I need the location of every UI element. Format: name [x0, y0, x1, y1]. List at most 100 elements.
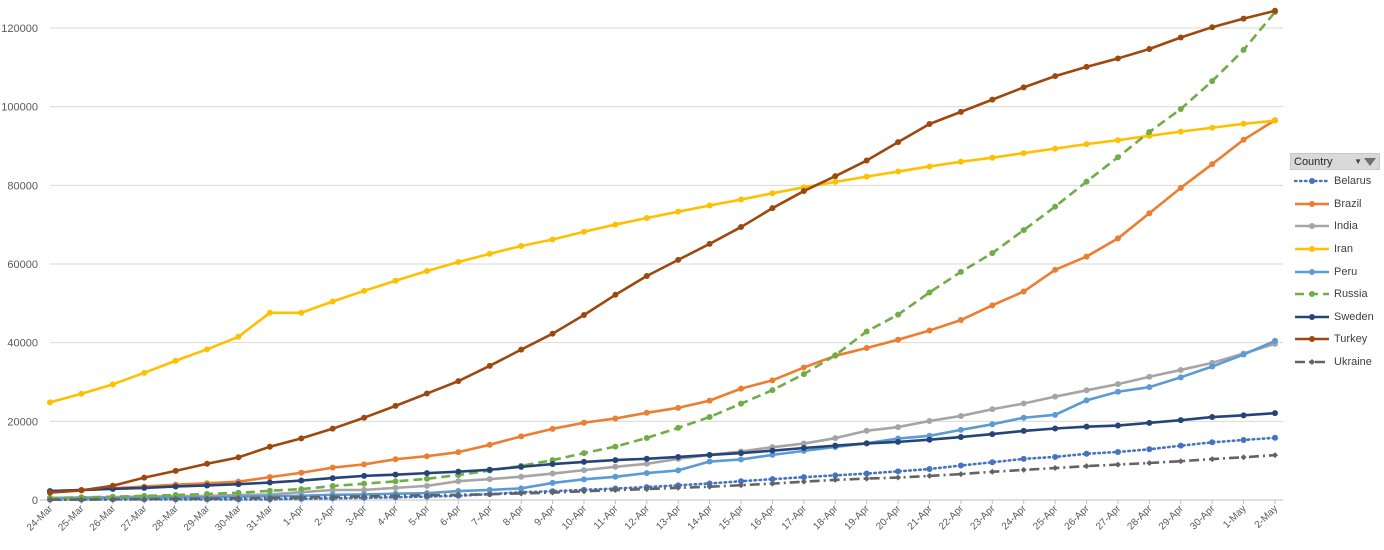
data-point-ukraine [518, 490, 525, 497]
data-point-brazil [392, 456, 399, 463]
data-point-russia [1146, 129, 1153, 136]
data-point-iran [1020, 150, 1027, 157]
legend-item-iran[interactable]: Iran [1290, 238, 1380, 261]
data-point-russia [1020, 227, 1027, 234]
legend-item-india[interactable]: India [1290, 215, 1380, 238]
data-point-sweden [1272, 410, 1278, 417]
data-point-russia [738, 400, 745, 407]
x-tick-label: 15-Apr [717, 503, 746, 532]
data-point-india [1052, 393, 1059, 400]
data-point-turkey [47, 489, 53, 496]
y-tick-label: 20000 [7, 416, 38, 428]
data-point-iran [738, 196, 745, 203]
data-point-ukraine [1240, 454, 1247, 461]
data-point-iran [298, 309, 305, 316]
legend-label: Iran [1334, 243, 1353, 256]
legend-swatch-peru [1295, 268, 1329, 275]
series-group [47, 7, 1278, 503]
data-point-belarus [1146, 446, 1153, 453]
data-point-sweden [549, 461, 556, 468]
data-point-turkey [926, 121, 933, 128]
data-point-sweden [863, 440, 870, 447]
data-point-ukraine [926, 472, 933, 479]
data-point-russia [675, 424, 682, 431]
data-point-turkey [455, 378, 462, 385]
data-point-peru [1020, 414, 1027, 421]
data-point-russia [643, 434, 650, 441]
filter-icon[interactable] [1364, 157, 1376, 166]
data-point-sweden [580, 458, 587, 465]
data-point-iran [1272, 117, 1278, 124]
data-point-ukraine [455, 491, 462, 498]
x-tick-label: 12-Apr [623, 503, 652, 532]
legend-item-belarus[interactable]: Belarus [1290, 170, 1380, 193]
legend-item-peru[interactable]: Peru [1290, 260, 1380, 283]
x-tick-label: 31-Mar [245, 503, 276, 534]
data-point-sweden [738, 450, 745, 457]
data-point-india [957, 412, 964, 419]
data-point-brazil [895, 336, 902, 343]
data-point-brazil [1020, 288, 1027, 295]
data-point-russia [172, 492, 179, 499]
data-point-ukraine [298, 494, 305, 501]
series-line-india [49, 342, 1276, 500]
data-point-ukraine [1083, 463, 1090, 470]
data-point-belarus [1240, 437, 1247, 444]
series-line-russia [49, 11, 1277, 500]
data-point-turkey [1177, 34, 1184, 41]
data-point-turkey [580, 312, 587, 319]
data-point-brazil [957, 317, 964, 324]
data-point-russia [235, 489, 242, 496]
data-point-brazil [298, 469, 305, 476]
legend-item-russia[interactable]: Russia [1290, 283, 1380, 306]
x-tick-label: 10-Apr [560, 503, 589, 532]
x-tick-label: 14-Apr [686, 503, 715, 532]
data-point-iran [172, 357, 179, 364]
data-point-sweden [486, 466, 493, 473]
x-tick-label: 21-Apr [906, 503, 935, 532]
data-point-russia [204, 490, 211, 497]
data-point-turkey [109, 482, 116, 489]
data-point-india [832, 435, 839, 442]
data-point-iran [204, 346, 211, 353]
legend-item-sweden[interactable]: Sweden [1290, 306, 1380, 329]
legend-filter-header[interactable]: Country ▼ [1290, 153, 1380, 170]
data-point-iran [957, 158, 964, 165]
legend-item-ukraine[interactable]: Ukraine [1290, 351, 1380, 374]
data-point-iran [1177, 128, 1184, 135]
x-tick-label: 23-Apr [968, 503, 997, 532]
legend-label: Turkey [1334, 333, 1368, 346]
legend-item-brazil[interactable]: Brazil [1290, 193, 1380, 216]
legend-label: Russia [1334, 288, 1368, 301]
x-tick-label: 7-Apr [470, 503, 496, 529]
data-point-peru [989, 421, 996, 428]
data-point-turkey [1146, 46, 1153, 53]
data-point-russia [957, 268, 964, 275]
data-point-sweden [643, 455, 650, 462]
data-point-turkey [141, 474, 148, 481]
x-tick-label: 27-Mar [119, 503, 150, 534]
x-tick-label: 20-Apr [874, 503, 903, 532]
data-point-belarus [1272, 434, 1278, 441]
y-tick-label: 80000 [7, 180, 38, 192]
gridlines [50, 27, 1283, 501]
data-point-turkey [518, 346, 525, 353]
x-tick-label: 1-Apr [281, 503, 307, 529]
legend-swatch-india [1295, 223, 1329, 230]
x-tick-label: 29-Apr [1157, 503, 1186, 532]
series-line-ukraine [49, 453, 1276, 502]
legend-item-turkey[interactable]: Turkey [1290, 328, 1380, 351]
data-point-india [518, 473, 525, 480]
data-point-iran [643, 215, 650, 222]
data-point-russia [141, 492, 148, 499]
chevron-down-icon[interactable]: ▼ [1354, 157, 1362, 166]
data-point-sweden [266, 479, 273, 486]
x-tick-label: 5-Apr [407, 503, 433, 529]
x-tick-label: 1-May [1221, 503, 1248, 530]
series-iran [47, 117, 1278, 406]
x-tick-label: 13-Apr [654, 503, 683, 532]
x-tick-label: 28-Apr [1125, 503, 1154, 532]
data-point-turkey [235, 454, 242, 461]
legend: Country ▼ Belarus Brazil India Iran Peru Russ… [1290, 153, 1380, 373]
data-point-sweden [518, 463, 525, 470]
